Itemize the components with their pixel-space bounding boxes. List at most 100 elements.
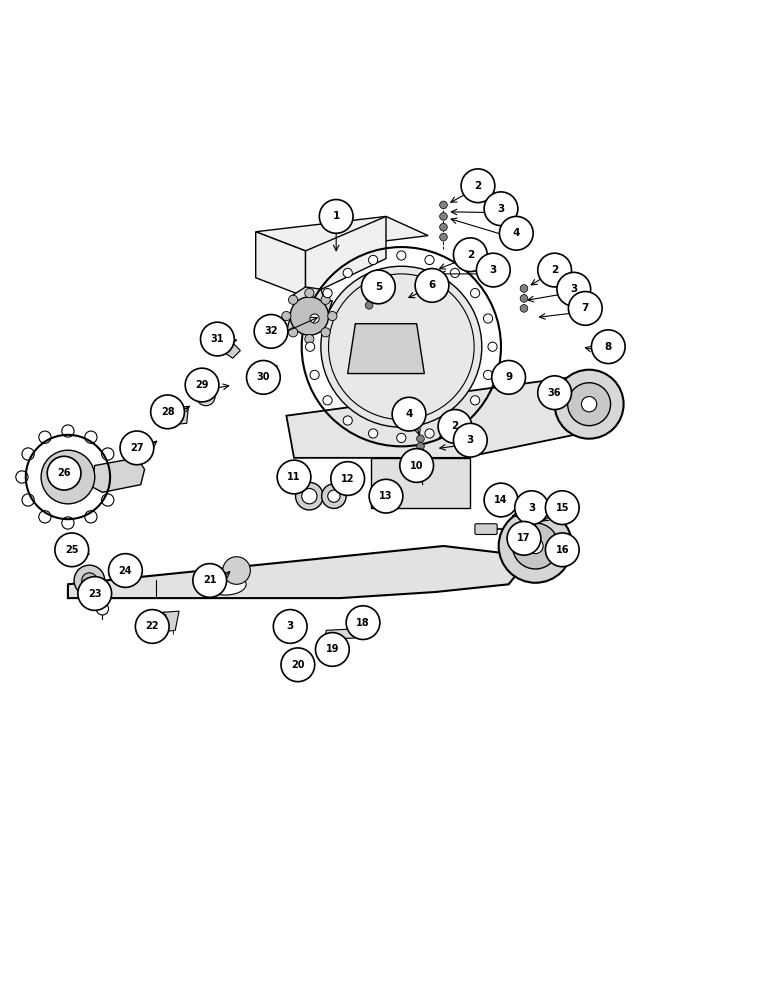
Text: 20: 20 [291,660,305,670]
Circle shape [397,433,406,443]
Text: 10: 10 [410,461,423,471]
Circle shape [581,397,597,412]
Text: 18: 18 [356,618,370,628]
Circle shape [321,266,482,427]
Circle shape [488,342,497,351]
Text: 21: 21 [203,575,216,585]
Circle shape [120,431,154,465]
Circle shape [476,253,510,287]
Circle shape [41,450,95,504]
Circle shape [369,479,403,513]
Circle shape [328,490,340,502]
Circle shape [453,238,487,272]
Text: 8: 8 [604,342,612,352]
Text: 31: 31 [211,334,224,344]
Circle shape [515,491,548,525]
Circle shape [417,443,425,450]
Text: 26: 26 [57,468,71,478]
Text: 2: 2 [551,265,558,275]
Circle shape [400,449,434,482]
Text: 3: 3 [489,265,497,275]
Polygon shape [306,216,386,297]
Polygon shape [286,301,333,331]
Circle shape [343,416,352,425]
Text: 2: 2 [474,181,482,191]
Text: 23: 23 [88,589,101,599]
Circle shape [331,462,364,495]
Circle shape [197,387,215,406]
Circle shape [96,603,109,615]
Circle shape [39,511,51,523]
Circle shape [282,311,291,321]
Circle shape [368,429,378,438]
Circle shape [546,533,579,567]
Circle shape [513,523,558,569]
Circle shape [135,610,169,643]
Text: 27: 27 [130,443,144,453]
Circle shape [323,289,332,298]
Circle shape [108,471,120,483]
FancyBboxPatch shape [475,524,497,534]
Circle shape [201,322,234,356]
Circle shape [346,606,380,639]
Circle shape [223,557,250,584]
Circle shape [82,573,97,588]
Polygon shape [256,232,306,297]
Circle shape [305,334,314,344]
Circle shape [483,370,493,379]
Circle shape [538,253,571,287]
Circle shape [302,489,317,504]
Circle shape [470,289,479,298]
Text: 4: 4 [513,228,520,238]
Circle shape [546,491,579,525]
Polygon shape [256,216,428,251]
Text: 4: 4 [405,409,413,419]
Text: 6: 6 [428,280,435,290]
Circle shape [328,311,337,321]
Circle shape [439,233,447,241]
Circle shape [450,416,459,425]
Text: 5: 5 [374,282,382,292]
Circle shape [22,448,34,460]
Circle shape [439,223,447,231]
Circle shape [415,269,449,302]
Circle shape [300,661,307,669]
Circle shape [520,305,528,312]
Polygon shape [290,287,325,305]
Circle shape [74,565,105,596]
Circle shape [39,431,51,443]
Circle shape [392,397,426,431]
Circle shape [365,301,373,309]
Polygon shape [222,343,240,358]
Text: 3: 3 [286,621,294,631]
Circle shape [85,431,97,443]
Circle shape [151,395,185,429]
Circle shape [484,483,518,517]
Circle shape [397,251,406,260]
Text: 2: 2 [452,421,459,431]
Circle shape [320,200,353,233]
Text: 9: 9 [505,372,512,382]
Circle shape [310,370,319,379]
Circle shape [289,328,298,337]
Circle shape [306,342,315,351]
Circle shape [520,285,528,292]
Circle shape [361,270,395,304]
Circle shape [273,610,307,643]
Circle shape [296,482,323,510]
Circle shape [320,648,327,656]
Circle shape [55,533,89,567]
Circle shape [568,292,602,325]
Text: 12: 12 [341,474,354,484]
Circle shape [62,517,74,529]
Circle shape [450,268,459,278]
Circle shape [321,295,330,304]
Circle shape [461,169,495,203]
Circle shape [499,216,533,250]
Polygon shape [286,377,601,458]
Circle shape [483,314,493,323]
Circle shape [425,429,434,438]
Circle shape [246,361,280,394]
Circle shape [470,396,479,405]
Circle shape [507,521,541,555]
